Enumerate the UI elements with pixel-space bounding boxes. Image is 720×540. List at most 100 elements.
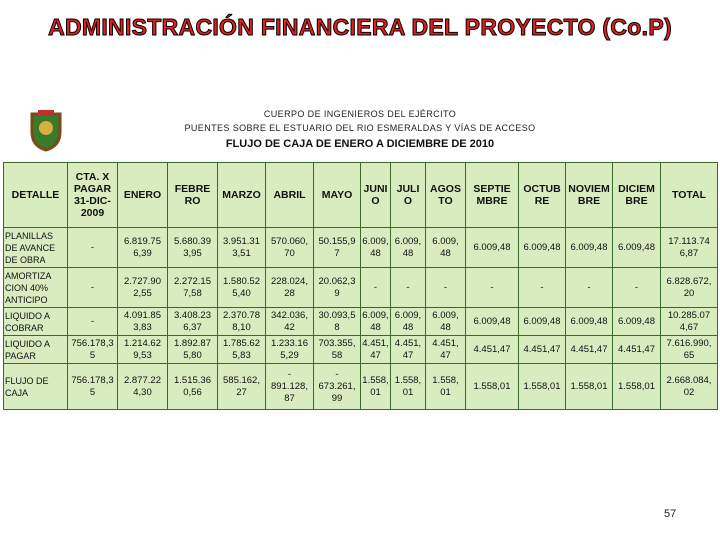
cell: 1.558, 01 xyxy=(390,363,426,410)
cell: 756.178,3 5 xyxy=(67,363,118,410)
cell: 4.091.85 3,83 xyxy=(117,307,168,336)
cell: 10.285.07 4,67 xyxy=(660,307,718,336)
cell: 2.668.084, 02 xyxy=(660,363,718,410)
cell: 4.451, 47 xyxy=(390,335,426,364)
column-header: SEPTIE MBRE xyxy=(465,162,519,228)
cell: 2.727.90 2,55 xyxy=(117,267,168,308)
cell: 30.093,5 8 xyxy=(313,307,361,336)
cell: 2.272.15 7,58 xyxy=(167,267,218,308)
cell: - xyxy=(67,307,118,336)
cell: 4.451,47 xyxy=(565,335,613,364)
column-header: JULI O xyxy=(390,162,426,228)
cell: 6.009,48 xyxy=(518,227,566,268)
cell: 228.024, 28 xyxy=(265,267,314,308)
header-row: DETALLE CTA. X PAGAR 31-DIC- 2009 ENERO FEB… xyxy=(3,162,718,228)
column-header: MAYO xyxy=(313,162,361,228)
cell: 6.009, 48 xyxy=(425,227,466,268)
cell: 5.680.39 3,95 xyxy=(167,227,218,268)
column-header: DICIEM BRE xyxy=(612,162,661,228)
cell: 1.214.62 9,53 xyxy=(117,335,168,364)
table-row: LIQUIDO A PAGAR 756.178,3 5 1.214.62 9,53 1… xyxy=(3,335,718,364)
row-label: PLANILLAS DE AVANCE DE OBRA xyxy=(3,227,68,268)
cell: 1.558, 01 xyxy=(360,363,391,410)
page-number: 57 xyxy=(664,508,677,520)
cell: 1.233.16 5,29 xyxy=(265,335,314,364)
subtitle: PUENTES SOBRE EL ESTUARIO DEL RIO ESMERA… xyxy=(184,123,536,133)
cell: 6.009, 48 xyxy=(425,307,466,336)
cell: 756.178,3 5 xyxy=(67,335,118,364)
cell: 6.009,48 xyxy=(465,307,519,336)
cell: 1.785.62 5,83 xyxy=(217,335,266,364)
cell: 3.951.31 3,51 xyxy=(217,227,266,268)
cell: 585.162, 27 xyxy=(217,363,266,410)
column-header: AGOS TO xyxy=(425,162,466,228)
cell: 342.036, 42 xyxy=(265,307,314,336)
cell: 4.451,47 xyxy=(518,335,566,364)
cell: - xyxy=(67,267,118,308)
cell: 1.515.36 0,56 xyxy=(167,363,218,410)
cell: - xyxy=(612,267,661,308)
table-row: PLANILLAS DE AVANCE DE OBRA -6.819.75 6,3… xyxy=(3,227,718,268)
cell: 6.009,48 xyxy=(465,227,519,268)
title: ADMINISTRACIÓN FINANCIERA DEL PROYECTO (… xyxy=(48,14,673,41)
cell: 2.370.78 8,10 xyxy=(217,307,266,336)
row-label: LIQUIDO A COBRAR xyxy=(3,307,68,336)
cell: 6.819.75 6,39 xyxy=(117,227,168,268)
cell: 6.828.672, 20 xyxy=(660,267,718,308)
cell: 50.155,9 7 xyxy=(313,227,361,268)
column-header: OCTUB RE xyxy=(518,162,566,228)
cell: 7.616.990, 65 xyxy=(660,335,718,364)
table-row: AMORTIZA CION 40% ANTICIPO -2.727.90 2,55… xyxy=(3,267,718,308)
cell: 1.558,01 xyxy=(465,363,519,410)
logo xyxy=(30,110,62,152)
cell: 4.451, 47 xyxy=(425,335,466,364)
cell: 703.355, 58 xyxy=(313,335,361,364)
cell: 1.558,01 xyxy=(518,363,566,410)
cell: 6.009,48 xyxy=(612,227,661,268)
column-header: ABRIL xyxy=(265,162,314,228)
cell: 570.060, 70 xyxy=(265,227,314,268)
cell: - 891.128, 87 xyxy=(265,363,314,410)
cell: 4.451,47 xyxy=(612,335,661,364)
column-header: FEBRE RO xyxy=(167,162,218,228)
table-row: LIQUIDO A COBRAR -4.091.85 3,83 3.408.23 6… xyxy=(3,307,718,336)
cell: - xyxy=(390,267,426,308)
cell: 6.009,48 xyxy=(565,227,613,268)
cell: 6.009,48 xyxy=(518,307,566,336)
cell: 1.558,01 xyxy=(565,363,613,410)
cell: 17.113.74 6,87 xyxy=(660,227,718,268)
table-title: FLUJO DE CAJA DE ENERO A DICIEMBRE DE 20… xyxy=(225,138,495,150)
cell: 3.408.23 6,37 xyxy=(167,307,218,336)
cell: - xyxy=(425,267,466,308)
column-header: TOTAL xyxy=(660,162,718,228)
column-header: JUNI O xyxy=(360,162,391,228)
subtitle: CUERPO DE INGENIEROS DEL EJÉRCITO xyxy=(263,109,457,119)
column-header: ENERO xyxy=(117,162,168,228)
cell: - xyxy=(465,267,519,308)
column-header: NOVIEM BRE xyxy=(565,162,613,228)
cell: - xyxy=(360,267,391,308)
cell: 1.558, 01 xyxy=(425,363,466,410)
cell: 6.009,48 xyxy=(565,307,613,336)
cell: 6.009,48 xyxy=(612,307,661,336)
cell: 6.009, 48 xyxy=(360,307,391,336)
cell: - xyxy=(67,227,118,268)
cell: - xyxy=(518,267,566,308)
cell: 6.009, 48 xyxy=(390,307,426,336)
cell: 1.580.52 5,40 xyxy=(217,267,266,308)
cell: - xyxy=(565,267,613,308)
column-header: CTA. X PAGAR 31-DIC- 2009 xyxy=(67,162,118,228)
cell: 1.558,01 xyxy=(612,363,661,410)
table-row: FLUJO DE CAJA 756.178,3 5 2.877.22 4,30 1.5… xyxy=(3,363,718,410)
cell: 4.451, 47 xyxy=(360,335,391,364)
cell: - 673.261, 99 xyxy=(313,363,361,410)
cell: 1.892.87 5,80 xyxy=(167,335,218,364)
cell: 2.877.22 4,30 xyxy=(117,363,168,410)
row-label: LIQUIDO A PAGAR xyxy=(3,335,68,364)
row-label: AMORTIZA CION 40% ANTICIPO xyxy=(3,267,68,308)
column-header: DETALLE xyxy=(3,162,68,228)
cash-flow-table: DETALLE CTA. X PAGAR 31-DIC- 2009 ENERO FEB… xyxy=(3,162,718,410)
row-label: FLUJO DE CAJA xyxy=(3,363,68,410)
column-header: MARZO xyxy=(217,162,266,228)
cell: 20.062,3 9 xyxy=(313,267,361,308)
